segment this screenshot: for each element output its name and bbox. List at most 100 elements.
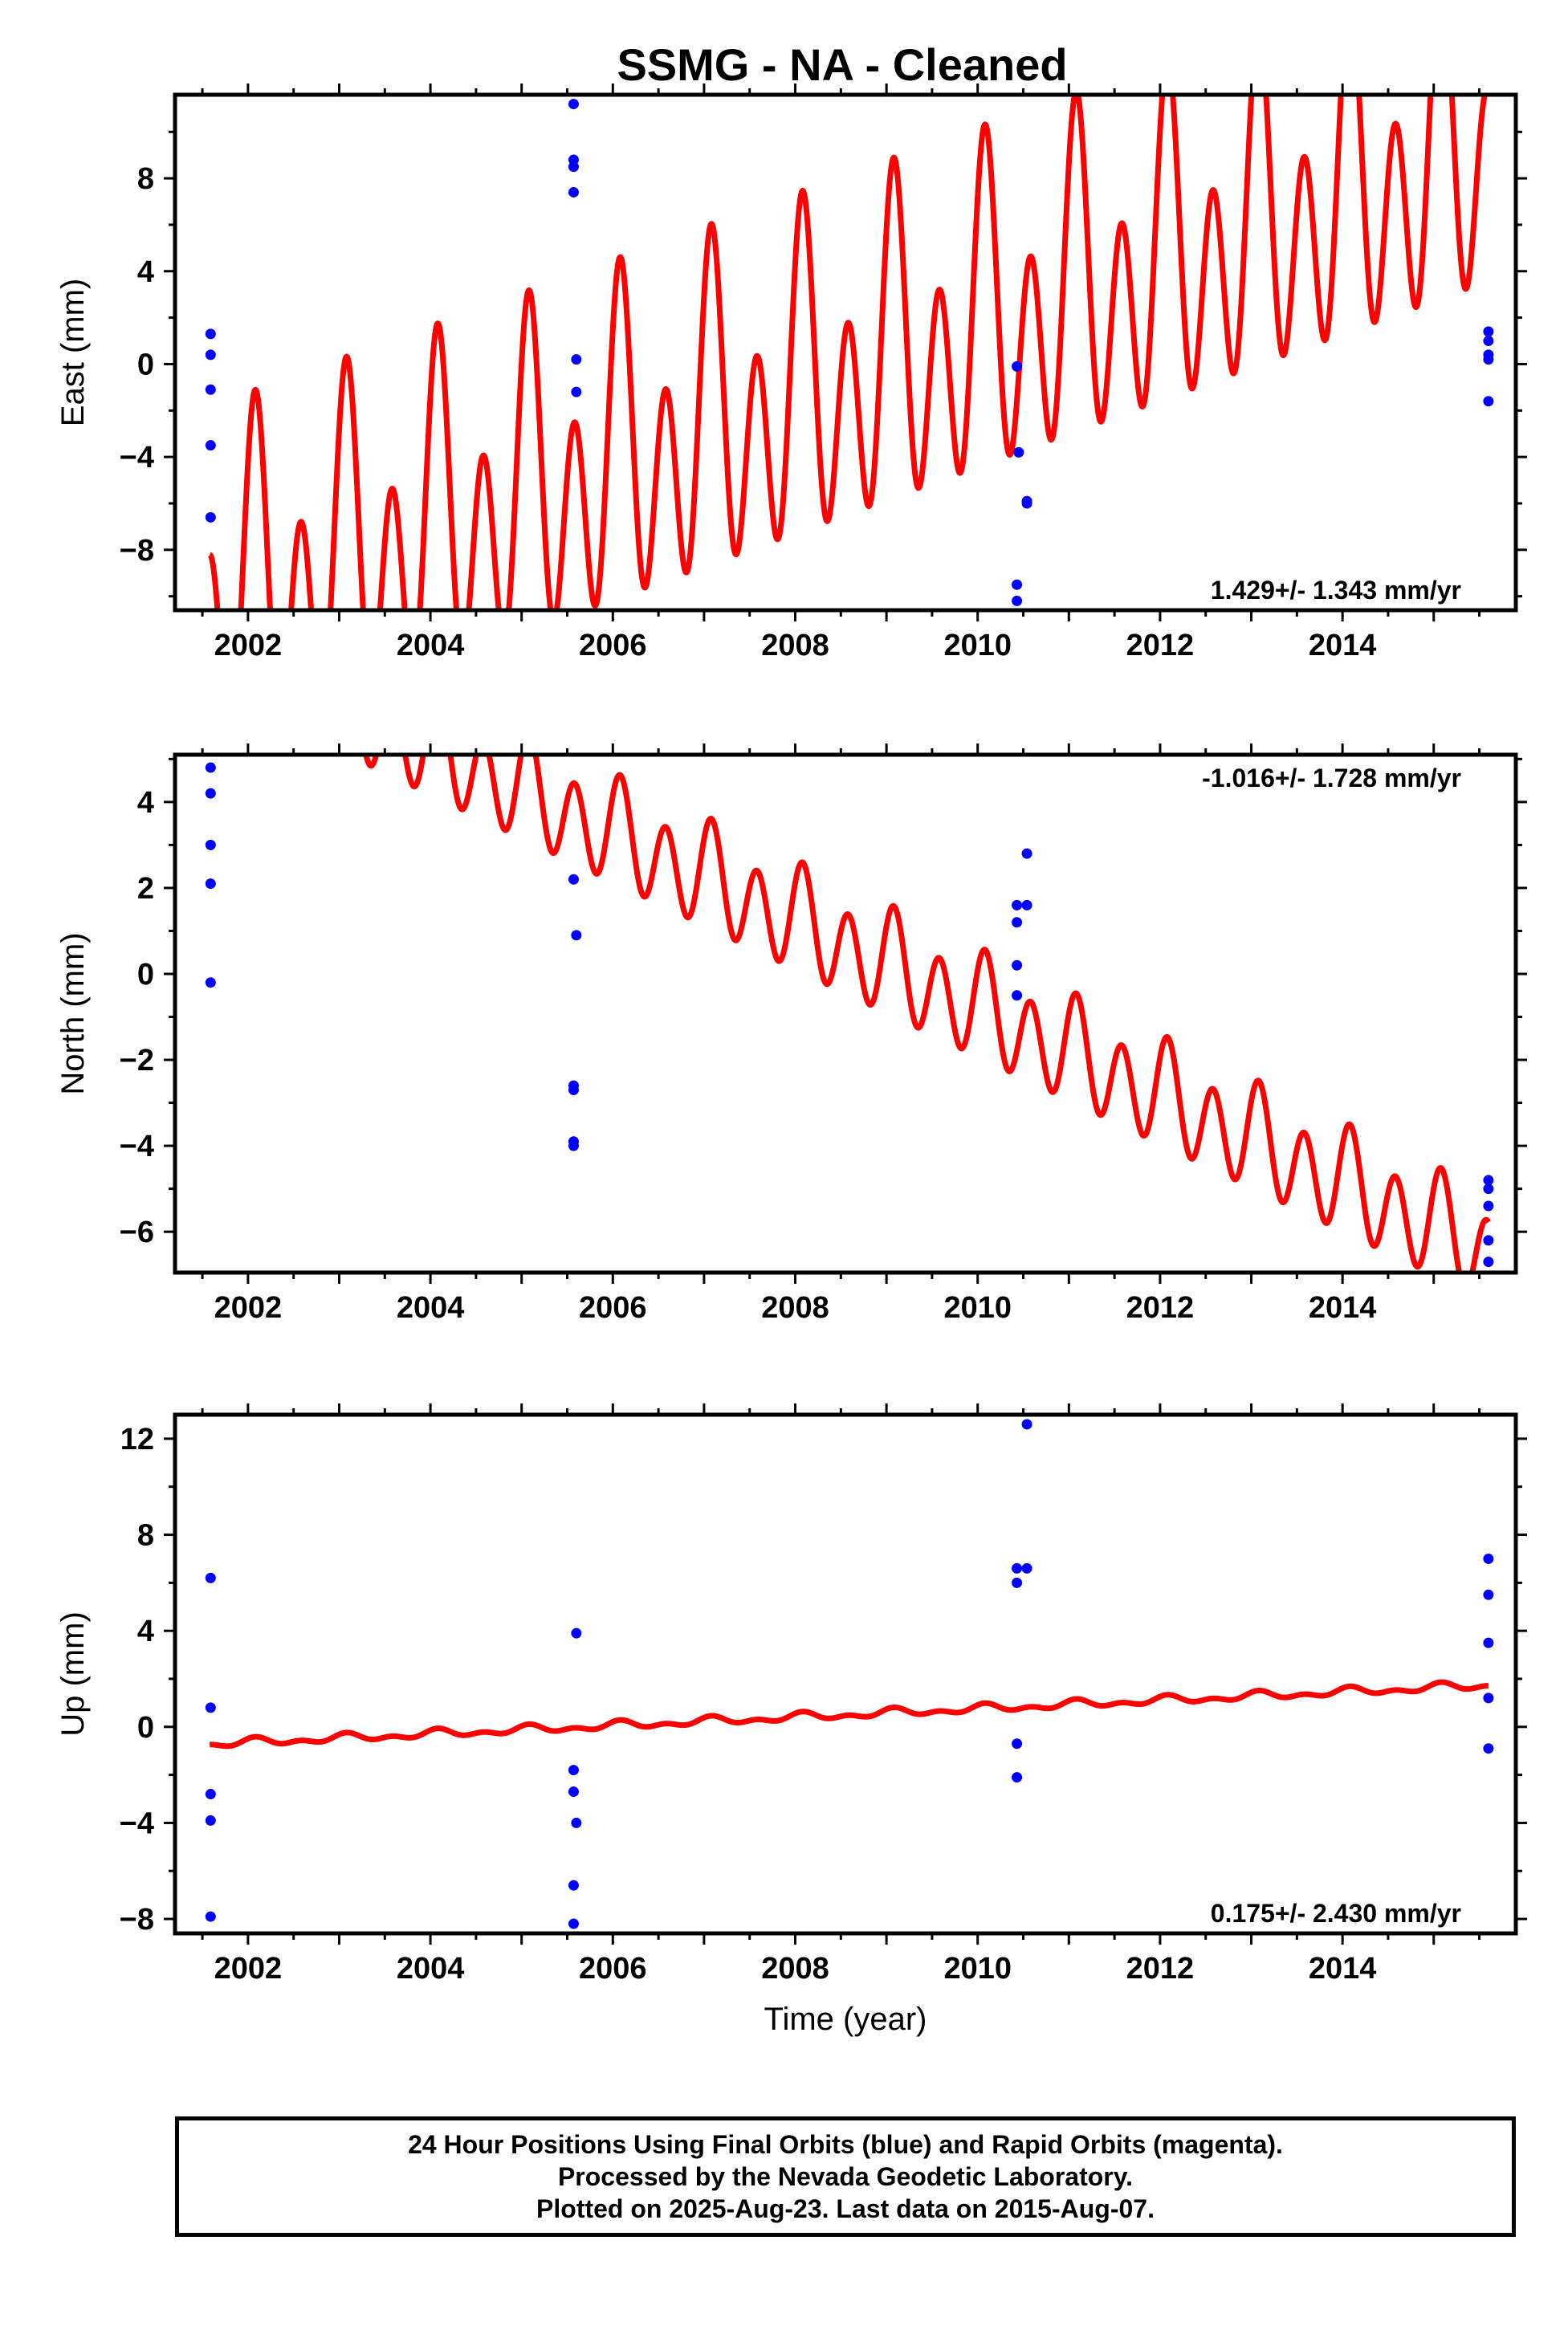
north-y-tick-label: −4 bbox=[120, 1130, 154, 1163]
east-y-tick-label: 4 bbox=[137, 255, 154, 289]
north-data-point bbox=[1012, 990, 1023, 1001]
north-rate-label: -1.016+/- 1.728 mm/yr bbox=[1202, 764, 1461, 792]
east-y-tick-label: 0 bbox=[137, 348, 154, 381]
footer-line-1: 24 Hour Positions Using Final Orbits (bl… bbox=[408, 2130, 1283, 2159]
up-data-point bbox=[205, 1702, 216, 1713]
east-data-point bbox=[1021, 498, 1032, 509]
up-data-point bbox=[1012, 1577, 1023, 1588]
north-x-tick-label: 2002 bbox=[214, 1291, 283, 1325]
north-data-point bbox=[1012, 917, 1023, 928]
east-data-point bbox=[205, 384, 216, 395]
north-data-point bbox=[205, 839, 216, 850]
east-x-tick-label: 2002 bbox=[214, 629, 283, 662]
east-data-point bbox=[205, 349, 216, 360]
east-data-point bbox=[1483, 326, 1494, 337]
east-data-point bbox=[205, 511, 216, 523]
up-x-tick-label: 2010 bbox=[943, 1952, 1012, 1986]
up-data-point bbox=[1483, 1553, 1494, 1564]
north-y-tick-label: −2 bbox=[120, 1044, 154, 1077]
east-data-point bbox=[1012, 595, 1023, 606]
east-data-point bbox=[568, 99, 579, 110]
up-x-tick-label: 2012 bbox=[1126, 1952, 1195, 1986]
north-y-axis-label: North (mm) bbox=[55, 932, 91, 1094]
north-data-point bbox=[1483, 1183, 1494, 1195]
north-y-tick-label: 2 bbox=[137, 872, 154, 906]
footer-line-2: Processed by the Nevada Geodetic Laborat… bbox=[557, 2162, 1134, 2191]
up-data-point bbox=[568, 1765, 579, 1776]
north-data-point bbox=[1012, 899, 1023, 910]
north-x-tick-label: 2008 bbox=[761, 1291, 829, 1325]
east-x-tick-label: 2012 bbox=[1126, 629, 1195, 662]
north-data-point bbox=[568, 1085, 579, 1096]
up-data-point bbox=[1483, 1637, 1494, 1648]
east-x-tick-label: 2014 bbox=[1309, 629, 1377, 662]
up-x-tick-label: 2006 bbox=[579, 1952, 647, 1986]
east-x-tick-label: 2010 bbox=[943, 629, 1012, 662]
north-data-point bbox=[1012, 959, 1023, 971]
up-panel: 2002 2004 2006 2008 2010 2012 2014 −8 −4 0 4 8 12 Up … bbox=[55, 1403, 1527, 2037]
up-data-point bbox=[1483, 1589, 1494, 1600]
north-y-tick-label: 0 bbox=[137, 958, 154, 992]
east-x-tick-label: 2006 bbox=[579, 629, 647, 662]
up-data-point bbox=[1021, 1419, 1032, 1430]
up-data-point bbox=[568, 1786, 579, 1798]
east-data-point bbox=[1483, 396, 1494, 407]
east-y-tick-label: −4 bbox=[120, 441, 154, 475]
up-y-tick-label: −8 bbox=[120, 1903, 154, 1937]
panels: 2002 2004 2006 2008 2010 2012 2014−8−4048East … bbox=[55, 84, 1527, 2037]
up-y-tick-label: 0 bbox=[137, 1711, 154, 1745]
up-model-curve bbox=[207, 1679, 1491, 1750]
up-rate-label: 0.175+/- 2.430 mm/yr bbox=[1211, 1899, 1461, 1928]
east-data-point bbox=[205, 440, 216, 451]
up-data-point bbox=[1012, 1562, 1023, 1574]
east-data-point bbox=[571, 354, 582, 365]
north-x-tick-label: 2012 bbox=[1126, 1291, 1195, 1325]
up-data-point bbox=[205, 1911, 216, 1922]
up-data-point bbox=[568, 1918, 579, 1929]
up-data-point bbox=[568, 1880, 579, 1891]
up-x-tick-label: 2008 bbox=[761, 1952, 829, 1986]
up-data-point bbox=[571, 1627, 582, 1639]
north-x-tick-label: 2014 bbox=[1309, 1291, 1377, 1325]
east-data-point bbox=[571, 386, 582, 397]
east-data-point bbox=[205, 328, 216, 340]
up-data-point bbox=[205, 1815, 216, 1826]
east-x-tick-label: 2004 bbox=[397, 629, 465, 662]
up-plot-frame bbox=[173, 1412, 1518, 1936]
up-data-point bbox=[205, 1572, 216, 1583]
east-rate-label: 1.429+/- 1.343 mm/yr bbox=[1211, 576, 1461, 605]
east-panel: 2002 2004 2006 2008 2010 2012 2014 −8 −4 0 4 8 East … bbox=[55, 84, 1527, 662]
up-x-tick-label: 2002 bbox=[214, 1952, 283, 1986]
north-data-point bbox=[1021, 899, 1032, 910]
east-y-tick-label: 8 bbox=[137, 162, 154, 196]
up-data-point bbox=[571, 1817, 582, 1828]
up-y-tick-label: 4 bbox=[137, 1615, 154, 1648]
east-data-point bbox=[1483, 336, 1494, 347]
north-data-point bbox=[205, 788, 216, 799]
north-data-point bbox=[205, 762, 216, 773]
east-data-point bbox=[1012, 360, 1023, 372]
east-y-tick-label: −8 bbox=[120, 534, 154, 568]
plot-title: SSMG - NA - Cleaned bbox=[617, 39, 1067, 90]
north-y-tick-label: 4 bbox=[137, 786, 154, 820]
north-data-point bbox=[205, 977, 216, 988]
up-x-tick-label: 2014 bbox=[1309, 1952, 1377, 1986]
north-x-tick-label: 2010 bbox=[943, 1291, 1012, 1325]
up-data-point bbox=[1483, 1693, 1494, 1704]
north-data-point bbox=[568, 874, 579, 885]
north-data-point bbox=[1483, 1257, 1494, 1268]
north-data-point bbox=[571, 930, 582, 941]
up-x-tick-label: 2004 bbox=[397, 1952, 465, 1986]
up-data-point bbox=[1021, 1562, 1032, 1574]
east-model-curve bbox=[207, 95, 1488, 610]
north-data-point bbox=[568, 1140, 579, 1151]
east-data-point bbox=[568, 186, 579, 198]
up-y-tick-label: 12 bbox=[120, 1423, 154, 1456]
footer-line-3: Plotted on 2025-Aug-23. Last data on 201… bbox=[536, 2194, 1155, 2223]
up-y-tick-label: 8 bbox=[137, 1519, 154, 1553]
north-data-point bbox=[1483, 1235, 1494, 1246]
north-model-curve bbox=[363, 755, 1491, 1273]
north-x-tick-label: 2004 bbox=[397, 1291, 465, 1325]
up-data-point bbox=[1012, 1772, 1023, 1783]
